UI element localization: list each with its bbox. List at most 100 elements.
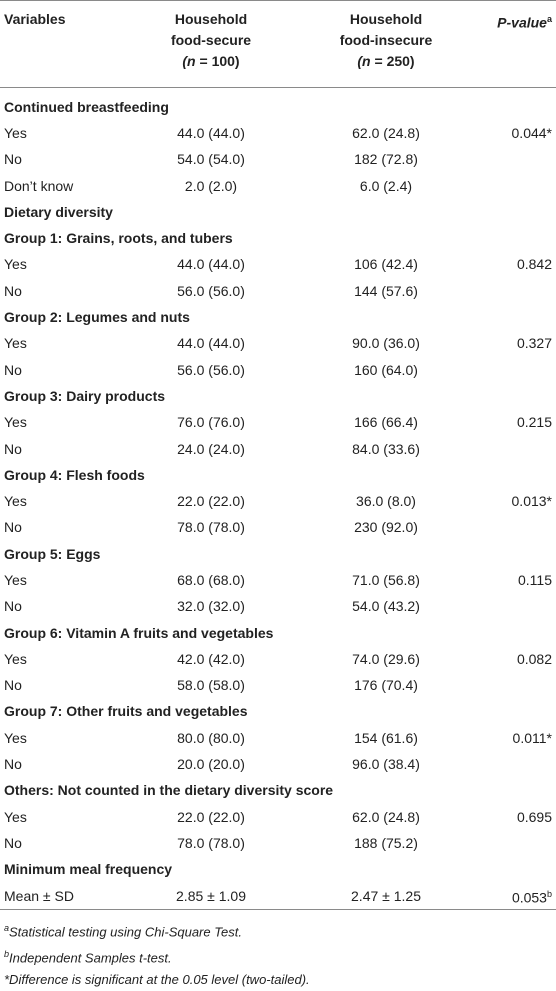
p-value: 0.011* bbox=[512, 729, 552, 746]
header-food-secure-line2: food-secure bbox=[170, 32, 252, 48]
section-label: Group 3: Dairy products bbox=[4, 387, 166, 404]
table-row: Yes 68.0 (68.0) 71.0 (56.8) 0.115 bbox=[0, 567, 556, 593]
food-secure-value: 22.0 (22.0) bbox=[177, 808, 245, 825]
food-insecure-value: 36.0 (8.0) bbox=[356, 493, 416, 510]
section-row: Group 1: Grains, roots, and tubers bbox=[0, 225, 556, 251]
food-secure-value: 2.85 ± 1.09 bbox=[176, 887, 246, 904]
food-secure-value: 78.0 (78.0) bbox=[177, 519, 245, 536]
section-label: Group 5: Eggs bbox=[4, 545, 101, 562]
table-row: Don’t know 2.0 (2.0) 6.0 (2.4) bbox=[0, 172, 556, 198]
food-secure-value: 22.0 (22.0) bbox=[177, 493, 245, 510]
food-secure-value: 68.0 (68.0) bbox=[177, 571, 245, 588]
p-value: 0.044* bbox=[511, 124, 552, 141]
p-value bbox=[468, 356, 556, 382]
section-label: Others: Not counted in the dietary diver… bbox=[4, 782, 334, 799]
p-value bbox=[468, 278, 556, 304]
food-insecure-value: 62.0 (24.8) bbox=[352, 808, 420, 825]
p-value bbox=[468, 751, 556, 777]
food-insecure-value: 176 (70.4) bbox=[354, 677, 418, 694]
section-label: Group 1: Grains, roots, and tubers bbox=[4, 230, 233, 247]
food-secure-value: 56.0 (56.0) bbox=[177, 282, 245, 299]
food-insecure-value: 74.0 (29.6) bbox=[352, 650, 420, 667]
section-row: Others: Not counted in the dietary diver… bbox=[0, 777, 556, 803]
p-value bbox=[468, 146, 556, 172]
p-value bbox=[468, 435, 556, 461]
section-label: Group 2: Legumes and nuts bbox=[4, 309, 190, 326]
table-header: Variables Household food-secure (n = 100… bbox=[0, 1, 556, 87]
table-row: Yes 42.0 (42.0) 74.0 (29.6) 0.082 bbox=[0, 646, 556, 672]
food-secure-value: 76.0 (76.0) bbox=[177, 414, 245, 431]
food-secure-value: 42.0 (42.0) bbox=[177, 650, 245, 667]
table-row: Yes 44.0 (44.0) 106 (42.4) 0.842 bbox=[0, 251, 556, 277]
header-pvalue-sup: a bbox=[546, 14, 552, 24]
food-secure-value: 80.0 (80.0) bbox=[177, 729, 245, 746]
table-row: No 56.0 (56.0) 144 (57.6) bbox=[0, 278, 556, 304]
table-row: No 24.0 (24.0) 84.0 (33.6) bbox=[0, 435, 556, 461]
food-secure-value: 44.0 (44.0) bbox=[177, 335, 245, 352]
p-value: 0.115 bbox=[518, 571, 552, 588]
section-row: Minimum meal frequency bbox=[0, 856, 556, 882]
table-body: Continued breastfeeding Yes 44.0 (44.0) 62.… bbox=[0, 87, 556, 910]
table-row: No 20.0 (20.0) 96.0 (38.4) bbox=[0, 751, 556, 777]
top-rule bbox=[0, 0, 556, 1]
row-label: Yes bbox=[4, 124, 27, 141]
food-insecure-value: 166 (66.4) bbox=[354, 414, 418, 431]
section-label: Group 4: Flesh foods bbox=[4, 466, 145, 483]
header-food-insecure-line1: Household bbox=[349, 11, 423, 27]
section-row: Continued breastfeeding bbox=[0, 94, 556, 120]
row-label: No bbox=[4, 834, 22, 851]
section-row: Group 3: Dairy products bbox=[0, 383, 556, 409]
section-label: Group 6: Vitamin A fruits and vegetables bbox=[4, 624, 274, 641]
table-row: No 56.0 (56.0) 160 (64.0) bbox=[0, 356, 556, 382]
footnote-mark: b bbox=[4, 949, 10, 960]
table-row: No 32.0 (32.0) 54.0 (43.2) bbox=[0, 593, 556, 619]
row-label: Yes bbox=[4, 808, 27, 825]
header-variables: Variables bbox=[4, 11, 66, 27]
food-secure-value: 78.0 (78.0) bbox=[177, 834, 245, 851]
footnote: *Difference is significant at the 0.05 l… bbox=[4, 969, 556, 991]
row-label: No bbox=[4, 361, 22, 378]
row-label: No bbox=[4, 756, 22, 773]
food-secure-value: 44.0 (44.0) bbox=[177, 256, 245, 273]
row-label: No bbox=[4, 151, 22, 168]
food-insecure-value: 96.0 (38.4) bbox=[352, 756, 420, 773]
food-insecure-value: 160 (64.0) bbox=[354, 361, 418, 378]
header-pvalue: P-valuea bbox=[468, 1, 556, 87]
food-secure-value: 20.0 (20.0) bbox=[177, 756, 245, 773]
food-insecure-value: 106 (42.4) bbox=[354, 256, 418, 273]
food-insecure-value: 230 (92.0) bbox=[354, 519, 418, 536]
results-table: Variables Household food-secure (n = 100… bbox=[0, 1, 556, 910]
section-row: Group 2: Legumes and nuts bbox=[0, 304, 556, 330]
food-insecure-value: 54.0 (43.2) bbox=[352, 598, 420, 615]
section-row: Dietary diversity bbox=[0, 199, 556, 225]
section-row: Group 4: Flesh foods bbox=[0, 462, 556, 488]
row-label: Yes bbox=[4, 650, 27, 667]
section-label: Group 7: Other fruits and vegetables bbox=[4, 703, 248, 720]
food-insecure-value: 71.0 (56.8) bbox=[352, 571, 420, 588]
footnote: aStatistical testing using Chi-Square Te… bbox=[4, 917, 556, 943]
table-row: Yes 22.0 (22.0) 62.0 (24.8) 0.695 bbox=[0, 804, 556, 830]
row-label: Yes bbox=[4, 335, 27, 352]
p-value bbox=[468, 672, 556, 698]
food-insecure-value: 6.0 (2.4) bbox=[359, 177, 413, 194]
food-insecure-value: 182 (72.8) bbox=[354, 151, 418, 168]
row-label: Yes bbox=[4, 571, 27, 588]
table-row: Yes 80.0 (80.0) 154 (61.6) 0.011* bbox=[0, 725, 556, 751]
p-value-sup: b bbox=[546, 888, 552, 899]
section-row: Group 5: Eggs bbox=[0, 541, 556, 567]
section-row: Group 7: Other fruits and vegetables bbox=[0, 698, 556, 724]
table-row: No 54.0 (54.0) 182 (72.8) bbox=[0, 146, 556, 172]
header-food-insecure-n: (n = 250) bbox=[357, 53, 415, 69]
p-value bbox=[468, 593, 556, 619]
p-value: 0.082 bbox=[516, 650, 552, 667]
food-insecure-value: 154 (61.6) bbox=[354, 729, 418, 746]
p-value: 0.327 bbox=[516, 335, 552, 352]
food-secure-value: 56.0 (56.0) bbox=[177, 361, 245, 378]
footnote-text: *Difference is significant at the 0.05 l… bbox=[4, 972, 310, 988]
p-value: 0.053b bbox=[468, 882, 556, 909]
p-value: 0.695 bbox=[516, 808, 552, 825]
row-label: Yes bbox=[4, 256, 27, 273]
row-label: Mean ± SD bbox=[4, 887, 74, 904]
table-row: No 58.0 (58.0) 176 (70.4) bbox=[0, 672, 556, 698]
